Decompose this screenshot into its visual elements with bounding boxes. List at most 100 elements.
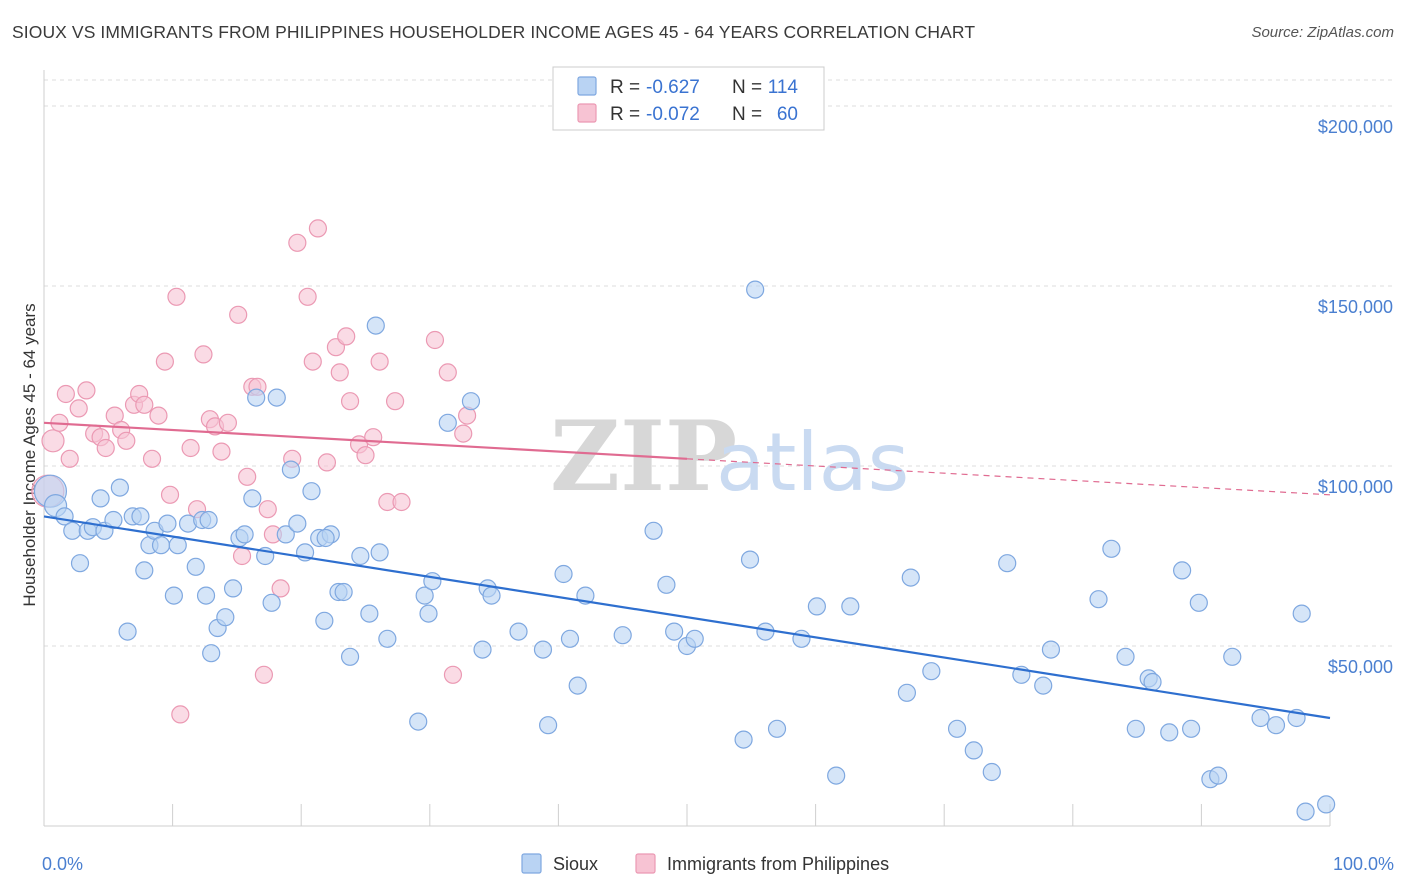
point-sioux [131,507,150,526]
point-sioux [158,514,177,533]
point-sioux [1292,604,1311,623]
chart-title: SIOUX VS IMMIGRANTS FROM PHILIPPINES HOU… [12,22,976,42]
point-phil [212,442,231,461]
point-phil [454,424,473,443]
point-sioux [560,629,580,648]
point-phil [271,579,290,598]
point-sioux [370,543,389,562]
point-phil [171,705,190,724]
point-phil [254,665,274,684]
trendline-sioux [43,515,1331,720]
point-sioux [104,510,123,530]
point-phil [117,431,136,450]
point-phil [370,352,389,371]
point-sioux [202,644,221,663]
point-phil [232,546,252,566]
point-sioux [792,629,811,648]
point-sioux [901,568,920,587]
point-sioux [473,640,492,659]
bottom-legend-swatch-sioux [521,853,542,874]
point-phil [258,500,277,519]
legend-frame [552,66,825,131]
legend-r-label-phil: R = [610,104,640,125]
point-phil [288,233,307,252]
point-sioux [841,597,860,616]
point-sioux [998,554,1017,573]
legend-box: R = -0.627 N = 114 R = -0.072 N = 60 [552,66,825,131]
point-sioux [91,489,110,508]
bottom-legend-swatch-phil [635,853,656,874]
point-sioux [807,597,826,616]
point-sioux [539,716,558,735]
point-sioux [438,413,457,432]
point-sioux [1223,647,1242,666]
point-phil [303,352,322,371]
point-sioux [360,604,379,623]
point-sioux [199,510,218,530]
point-sioux [1173,561,1192,580]
point-phil [181,438,200,458]
point-phil [229,305,248,324]
point-sioux [110,478,129,497]
point-sioux [378,629,397,648]
legend-swatch-sioux [577,76,597,96]
legend-n-value-sioux: 114 [768,77,799,98]
point-sioux [316,528,335,548]
point-sioux [419,604,438,623]
point-sioux [509,622,528,641]
point-sioux [644,521,663,540]
point-sioux [1116,647,1135,666]
point-sioux [334,582,353,602]
point-sioux [734,730,753,749]
point-phil [340,392,360,411]
legend-r-value-sioux: -0.627 [646,77,700,98]
legend-n-label-sioux: N = [732,77,762,98]
point-sioux [1296,802,1315,821]
point-sioux [243,489,262,508]
point-phil [77,381,96,400]
point-phil [364,428,383,447]
point-phil [392,492,411,512]
point-sioux [135,561,154,580]
point-phil [69,399,88,418]
y-tick-label: $200,000 [1318,117,1393,137]
point-sioux [482,586,501,605]
point-phil [308,219,328,238]
point-sioux [1089,590,1108,609]
point-sioux [1251,708,1270,728]
point-phil [438,363,457,382]
bottom-legend-label-sioux: Sioux [553,854,598,874]
point-sioux [164,586,183,605]
point-sioux [223,579,243,598]
point-sioux [827,766,846,785]
point-sioux [568,676,587,695]
legend-n-label-phil: N = [732,104,762,125]
point-sioux [947,719,967,738]
tick-label-layer: $50,000 $100,000 $150,000 $200,000 0.0% 100.0… [42,117,1394,874]
point-sioux [461,392,481,411]
watermark: ZIP atlas [550,400,909,513]
point-phil [41,429,65,453]
point-sioux [922,662,941,681]
point-phil [194,345,213,364]
point-sioux [1266,716,1286,735]
point-sioux [276,525,295,544]
point-phil [298,287,317,306]
point-sioux [151,536,171,555]
point-phil [155,352,174,371]
point-sioux [1209,766,1228,785]
point-phil [60,449,79,468]
point-sioux [1126,719,1145,738]
point-phil [167,287,186,306]
point-sioux [767,719,787,738]
point-sioux [1160,723,1179,742]
point-sioux [533,640,553,659]
point-phil [149,406,168,425]
point-sioux [315,611,334,630]
point-sioux [70,554,90,573]
point-sioux [1182,719,1201,738]
point-sioux [302,482,321,501]
chart-source: Source: ZipAtlas.com [1251,24,1394,41]
trend-layer [43,421,1331,720]
point-phil [317,453,337,472]
